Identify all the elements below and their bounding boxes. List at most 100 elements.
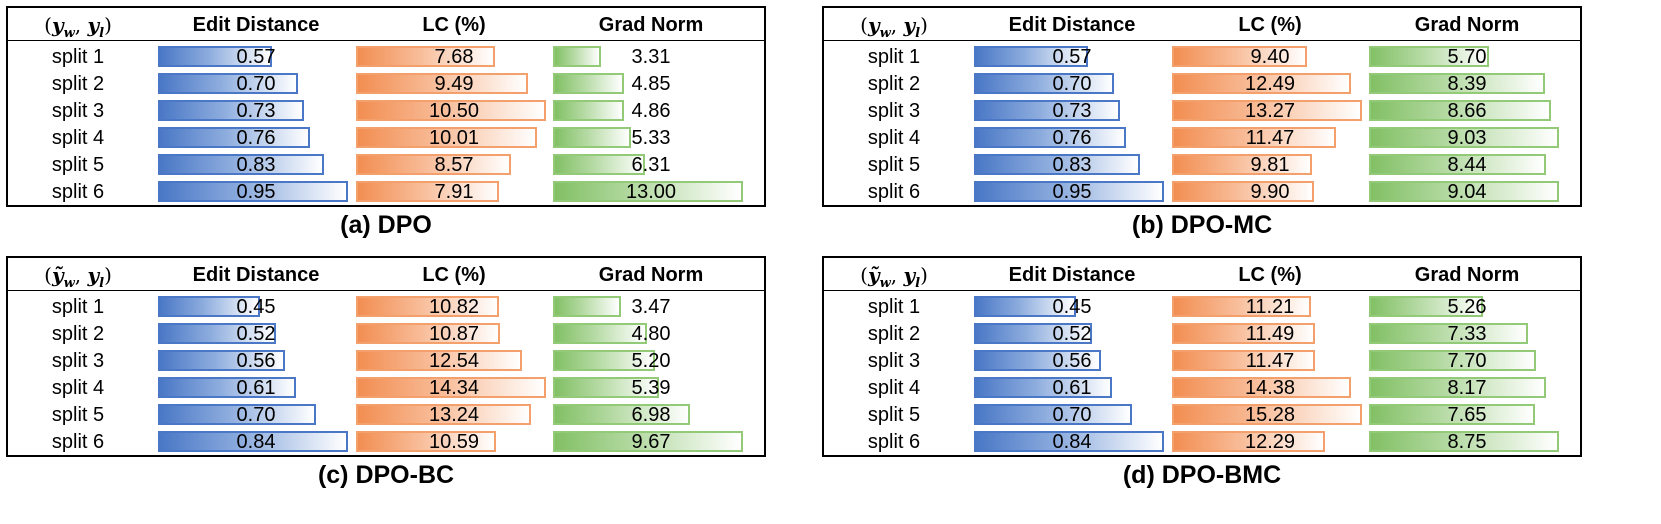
pair-rejected-subscript: l [915,26,921,41]
value-label-edit-distance: 0.45 [236,296,276,318]
pair-comma: , [74,13,88,37]
bar-edit-distance [158,323,276,344]
value-label-lc: 15.28 [1244,404,1296,426]
pair-open-paren: ( [44,263,52,287]
value-label-lc: 10.01 [428,127,480,149]
value-label-lc: 9.81 [1250,154,1290,176]
bar-grad-norm [1369,46,1489,67]
value-label-grad-norm: 8.17 [1447,377,1487,399]
row-label: split 2 [867,323,921,345]
bar-edit-distance [974,296,1076,317]
table-row: split 3 0.73 13.27 8.66 [824,97,1580,125]
pair-rejected-subscript: l [99,26,105,41]
bar-edit-distance [158,377,296,398]
bar-edit-distance [974,46,1088,67]
value-label-edit-distance: 0.83 [1052,154,1092,176]
bar-lc [356,350,522,371]
table-row: split 5 0.83 9.81 8.44 [824,151,1580,179]
bar-edit-distance [158,296,260,317]
bar-lc [356,46,495,67]
bar-grad-norm [553,377,659,398]
bar-grad-norm [1369,127,1559,148]
bar-grad-norm [553,127,631,148]
value-label-lc: 9.49 [434,73,474,95]
value-label-lc: 7.68 [434,46,474,68]
value-label-lc: 13.24 [428,404,480,426]
pair-rejected-subscript: l [99,276,105,291]
value-label-lc: 10.59 [428,431,480,453]
bar-edit-distance [974,127,1126,148]
bar-lc [1172,404,1362,425]
row-label: split 6 [867,431,921,453]
value-label-grad-norm: 5.20 [631,350,671,372]
value-label-lc: 9.40 [1250,46,1290,68]
table-row: split 3 0.56 12.54 5.20 [8,347,764,375]
bar-edit-distance [158,404,316,425]
panel-caption: (c) DPO-BC [317,461,455,489]
table-row: split 6 0.95 9.90 9.04 [824,178,1580,206]
pair-chosen-subscript: w [879,276,891,291]
value-label-edit-distance: 0.57 [236,46,276,68]
value-label-edit-distance: 0.70 [1052,73,1092,95]
bar-grad-norm [553,323,647,344]
results-table: (ỹw, yl) Edit Distance LC (%) Grad Norm spl… [6,256,766,457]
table-header: (yw, yl) Edit Distance LC (%) Grad Norm [824,8,1580,41]
bar-lc [356,100,546,121]
column-header-lc: LC (%) [422,264,486,286]
value-label-edit-distance: 0.76 [1052,127,1092,149]
bar-lc [1172,323,1315,344]
value-label-grad-norm: 4.85 [631,73,671,95]
pair-rejected: y [903,13,916,37]
bar-grad-norm [1369,350,1536,371]
value-label-grad-norm: 9.03 [1447,127,1487,149]
bar-lc [1172,181,1314,202]
bar-edit-distance [974,181,1164,202]
bar-grad-norm [1369,100,1551,121]
table-row: split 1 0.45 10.82 3.47 [8,293,764,321]
value-label-edit-distance: 0.73 [1052,100,1092,122]
value-label-grad-norm: 5.70 [1447,46,1487,68]
pair-chosen-subscript: w [63,26,75,41]
pair-comma: , [890,263,904,287]
value-label-grad-norm: 3.31 [631,46,671,68]
row-label: split 3 [867,100,921,122]
chart-panel: (yw, yl) Edit Distance LC (%) Grad Norm spli… [6,6,766,239]
pair-label: (yw, yl) [8,8,148,41]
column-header-grad-norm: Grad Norm [1414,264,1520,286]
pair-close-paren: ) [104,13,112,37]
bar-grad-norm [553,46,601,67]
table-row: split 2 0.52 10.87 4.80 [8,320,764,348]
value-label-lc: 14.34 [428,377,480,399]
row-label: split 5 [867,154,921,176]
value-label-lc: 11.49 [1245,323,1295,345]
row-label: split 5 [867,404,921,426]
bar-lc [356,127,537,148]
bar-lc [1172,350,1315,371]
bar-edit-distance [974,377,1112,398]
value-label-edit-distance: 0.84 [1052,431,1092,453]
row-label: split 6 [51,431,105,453]
bar-edit-distance [974,350,1101,371]
bar-grad-norm [553,73,624,94]
bar-grad-norm [553,100,624,121]
value-label-edit-distance: 0.70 [236,404,276,426]
results-table: (yw, yl) Edit Distance LC (%) Grad Norm spli… [6,6,766,207]
value-label-lc: 10.87 [428,323,480,345]
bar-edit-distance [974,73,1114,94]
table-row: split 1 0.57 7.68 3.31 [8,43,764,71]
value-label-grad-norm: 7.65 [1447,404,1487,426]
value-label-lc: 13.27 [1244,100,1296,122]
row-label: split 1 [51,46,105,68]
value-label-edit-distance: 0.52 [1052,323,1092,345]
pair-chosen: y [51,13,64,37]
value-label-grad-norm: 4.86 [631,100,671,122]
pair-chosen-subscript: w [879,26,891,41]
value-label-lc: 12.54 [428,350,480,372]
bar-lc [356,323,500,344]
bar-edit-distance [158,127,310,148]
value-label-edit-distance: 0.56 [1052,350,1092,372]
value-label-lc: 10.82 [428,296,480,318]
pair-comma: , [74,263,88,287]
bar-lc [1172,127,1336,148]
value-label-edit-distance: 0.70 [1052,404,1092,426]
